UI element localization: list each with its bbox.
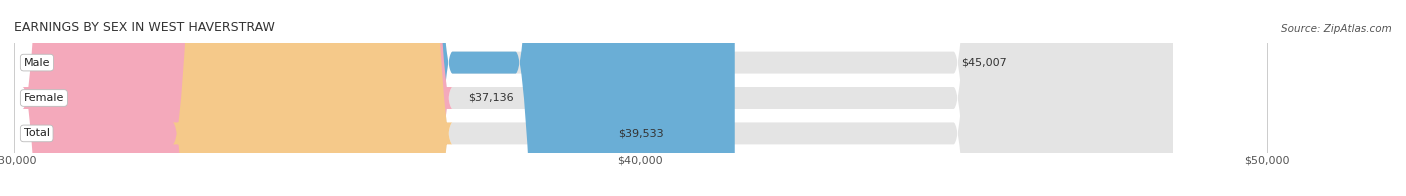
Text: Male: Male [24,58,51,68]
Text: EARNINGS BY SEX IN WEST HAVERSTRAW: EARNINGS BY SEX IN WEST HAVERSTRAW [14,21,276,34]
FancyBboxPatch shape [233,0,1173,196]
FancyBboxPatch shape [22,0,453,196]
FancyBboxPatch shape [233,0,1173,196]
FancyBboxPatch shape [173,0,453,196]
Text: Source: ZipAtlas.com: Source: ZipAtlas.com [1281,24,1392,34]
Text: Female: Female [24,93,65,103]
Text: $37,136: $37,136 [468,93,513,103]
FancyBboxPatch shape [233,0,735,196]
Text: $45,007: $45,007 [960,58,1007,68]
Text: $39,533: $39,533 [619,128,664,138]
Text: Total: Total [24,128,49,138]
FancyBboxPatch shape [233,0,1173,196]
